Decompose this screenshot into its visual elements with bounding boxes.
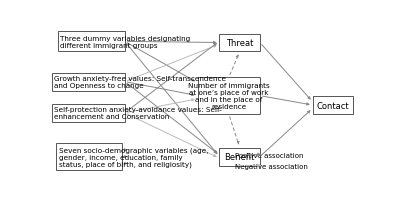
FancyBboxPatch shape — [52, 73, 125, 91]
Text: Growth anxiety-free values: Self-transcendence
and Openness to change: Growth anxiety-free values: Self-transce… — [54, 76, 226, 89]
FancyBboxPatch shape — [219, 148, 260, 166]
Text: Benefit: Benefit — [225, 152, 255, 161]
Text: Self-protection anxiety-avoidance values: Self-
enhancement and Conservation: Self-protection anxiety-avoidance values… — [54, 107, 222, 120]
FancyBboxPatch shape — [56, 143, 122, 170]
Text: Three dummy variables designating
different immigrant groups: Three dummy variables designating differ… — [61, 36, 190, 49]
FancyBboxPatch shape — [313, 97, 353, 115]
FancyBboxPatch shape — [52, 104, 125, 122]
Text: Number of immigrants
at one’s place of work
and in the place of
residence: Number of immigrants at one’s place of w… — [188, 83, 270, 110]
FancyBboxPatch shape — [58, 32, 125, 52]
Text: Threat: Threat — [226, 39, 253, 48]
Text: Negative association: Negative association — [235, 163, 308, 169]
Text: Positive association: Positive association — [235, 152, 304, 158]
FancyBboxPatch shape — [198, 78, 260, 115]
Text: Contact: Contact — [317, 101, 349, 110]
Text: Seven socio-demographic variables (age,
gender, income, education, family
status: Seven socio-demographic variables (age, … — [59, 146, 209, 167]
FancyBboxPatch shape — [219, 34, 260, 52]
